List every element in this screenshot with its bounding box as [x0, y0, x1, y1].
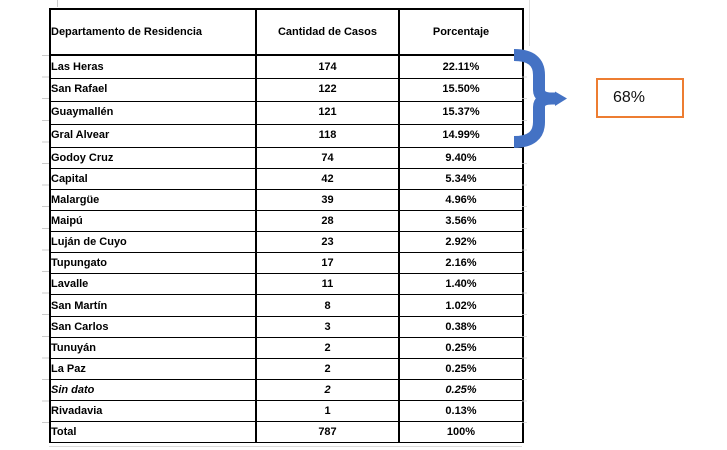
- porcentaje-cell: 5.34%: [398, 167, 524, 190]
- departamento-cell: Lavalle: [49, 273, 257, 296]
- percentage-callout-label: 68%: [613, 89, 646, 106]
- casos-cell: 39: [255, 188, 400, 211]
- departamento-cell: Guaymallén: [49, 100, 257, 125]
- gridline-stub-top-right: [529, 0, 530, 46]
- departamento-cell: Total: [49, 421, 257, 444]
- table-row: Lavalle 11 1.40%: [49, 273, 524, 296]
- table-row: Malargüe 39 4.96%: [49, 188, 524, 211]
- gridline-stub-bottom: [49, 446, 522, 447]
- casos-cell: 23: [255, 231, 400, 254]
- departamento-cell: Luján de Cuyo: [49, 231, 257, 254]
- departamento-cell: Gral Alvear: [49, 123, 257, 148]
- table-row: San Carlos 3 0.38%: [49, 315, 524, 338]
- porcentaje-cell: 1.02%: [398, 294, 524, 317]
- casos-cell: 118: [255, 123, 400, 148]
- table-row: Tunuyán 2 0.25%: [49, 336, 524, 359]
- casos-cell: 174: [255, 54, 400, 79]
- casos-cell: 787: [255, 421, 400, 444]
- porcentaje-cell: 0.25%: [398, 336, 524, 359]
- departamento-cell: Maipú: [49, 209, 257, 233]
- casos-cell: 11: [255, 273, 400, 296]
- cases-by-department-table: Departamento de Residencia Cantidad de C…: [49, 8, 524, 444]
- casos-cell: 2: [255, 357, 400, 381]
- table-row: Maipú 28 3.56%: [49, 209, 524, 233]
- porcentaje-cell: 0.25%: [398, 357, 524, 381]
- table-row: Gral Alvear 118 14.99%: [49, 123, 524, 148]
- right-curly-brace-icon: [513, 49, 567, 148]
- table-row: La Paz 2 0.25%: [49, 357, 524, 381]
- gridline-stubs-left: [42, 55, 49, 444]
- departamento-cell: Malargüe: [49, 188, 257, 211]
- porcentaje-cell: 0.38%: [398, 315, 524, 338]
- departamento-cell: San Rafael: [49, 77, 257, 102]
- departamento-cell: Sin dato: [49, 379, 257, 402]
- table-body: Las Heras 174 22.11% San Rafael 122 15.50% Gua…: [49, 54, 524, 444]
- header-row: Departamento de Residencia Cantidad de C…: [49, 8, 524, 56]
- porcentaje-cell: 0.13%: [398, 400, 524, 423]
- gridline-stub-top: [57, 0, 58, 7]
- porcentaje-cell: 14.99%: [398, 123, 524, 148]
- total-row: Total 787 100%: [49, 421, 524, 444]
- casos-cell: 42: [255, 167, 400, 190]
- departamento-cell: San Martín: [49, 294, 257, 317]
- table-row: Godoy Cruz 74 9.40%: [49, 146, 524, 169]
- casos-cell: 2: [255, 336, 400, 359]
- porcentaje-cell: 1.40%: [398, 273, 524, 296]
- table-row: San Rafael 122 15.50%: [49, 77, 524, 102]
- header-cantidad: Cantidad de Casos: [255, 8, 400, 56]
- table-row: Capital 42 5.34%: [49, 167, 524, 190]
- table-row: Rivadavia 1 0.13%: [49, 400, 524, 423]
- departamento-cell: Tunuyán: [49, 336, 257, 359]
- header-departamento: Departamento de Residencia: [49, 8, 257, 56]
- porcentaje-cell: 4.96%: [398, 188, 524, 211]
- table-row: Tupungato 17 2.16%: [49, 252, 524, 275]
- porcentaje-cell: 22.11%: [398, 54, 524, 79]
- casos-cell: 122: [255, 77, 400, 102]
- table-row: Guaymallén 121 15.37%: [49, 100, 524, 125]
- casos-cell: 1: [255, 400, 400, 423]
- casos-cell: 28: [255, 209, 400, 233]
- porcentaje-cell: 3.56%: [398, 209, 524, 233]
- porcentaje-cell: 0.25%: [398, 379, 524, 402]
- departamento-cell: Godoy Cruz: [49, 146, 257, 169]
- porcentaje-cell: 2.92%: [398, 231, 524, 254]
- table-row: Luján de Cuyo 23 2.92%: [49, 231, 524, 254]
- porcentaje-cell: 15.50%: [398, 77, 524, 102]
- departamento-cell: Capital: [49, 167, 257, 190]
- casos-cell: 74: [255, 146, 400, 169]
- brace-annotation: [513, 49, 567, 148]
- departamento-cell: Tupungato: [49, 252, 257, 275]
- porcentaje-cell: 100%: [398, 421, 524, 444]
- table-row: Sin dato 2 0.25%: [49, 379, 524, 402]
- table-row: Las Heras 174 22.11%: [49, 54, 524, 79]
- porcentaje-cell: 2.16%: [398, 252, 524, 275]
- departamento-cell: Las Heras: [49, 54, 257, 79]
- departamento-cell: La Paz: [49, 357, 257, 381]
- casos-cell: 17: [255, 252, 400, 275]
- gridline-stubs-right: [522, 55, 527, 444]
- casos-cell: 121: [255, 100, 400, 125]
- percentage-callout-box: 68%: [596, 78, 684, 118]
- departamento-cell: San Carlos: [49, 315, 257, 338]
- departamento-cell: Rivadavia: [49, 400, 257, 423]
- porcentaje-cell: 15.37%: [398, 100, 524, 125]
- casos-cell: 3: [255, 315, 400, 338]
- casos-cell: 8: [255, 294, 400, 317]
- header-porcentaje: Porcentaje: [398, 8, 524, 56]
- table-row: San Martín 8 1.02%: [49, 294, 524, 317]
- casos-cell: 2: [255, 379, 400, 402]
